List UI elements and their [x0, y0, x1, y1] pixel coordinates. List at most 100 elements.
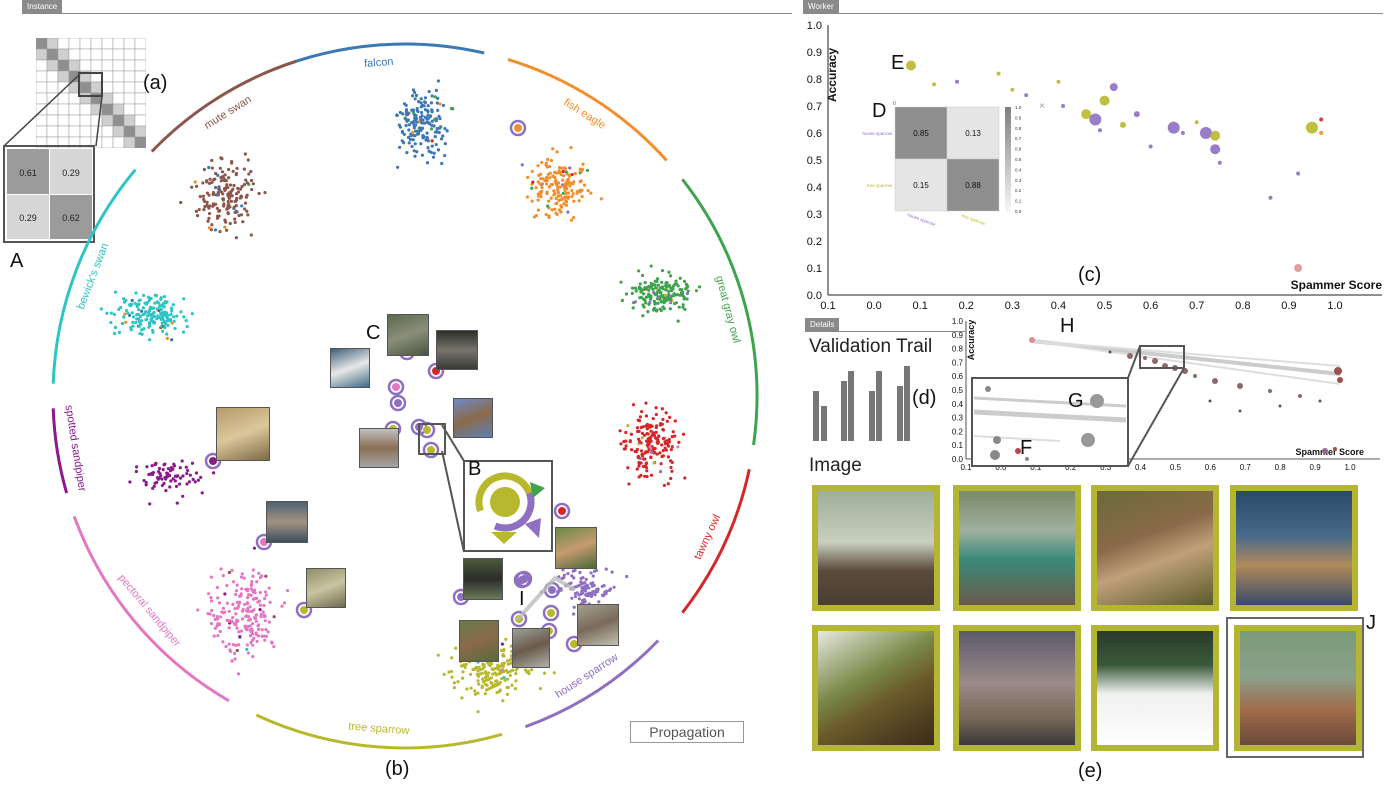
instance-point[interactable]	[591, 581, 595, 585]
instance-point[interactable]	[210, 608, 214, 613]
instance-point[interactable]	[169, 306, 174, 310]
instance-point[interactable]	[429, 127, 434, 131]
instance-point[interactable]	[624, 430, 628, 435]
instance-point[interactable]	[669, 301, 673, 305]
class-arc[interactable]	[150, 59, 297, 153]
instance-point[interactable]	[670, 460, 674, 464]
instance-point[interactable]	[185, 482, 189, 486]
instance-point[interactable]	[548, 176, 552, 180]
instance-point[interactable]	[207, 206, 211, 210]
instance-point[interactable]	[481, 667, 485, 671]
instance-point[interactable]	[117, 330, 122, 335]
instance-point[interactable]	[123, 312, 127, 316]
instance-point[interactable]	[678, 276, 682, 280]
instance-point[interactable]	[668, 274, 673, 278]
instance-point[interactable]	[219, 156, 223, 160]
instance-point[interactable]	[232, 622, 237, 626]
instance-point[interactable]	[216, 190, 220, 194]
instance-point[interactable]	[633, 449, 637, 454]
instance-point[interactable]	[148, 338, 152, 342]
instance-point[interactable]	[228, 183, 233, 187]
instance-point[interactable]	[243, 152, 248, 156]
instance-point[interactable]	[656, 295, 661, 300]
instance-point[interactable]	[491, 667, 495, 672]
instance-point[interactable]	[162, 481, 166, 486]
instance-point[interactable]	[256, 634, 261, 638]
instance-point[interactable]	[150, 316, 154, 320]
instance-point[interactable]	[182, 315, 186, 319]
instance-point[interactable]	[624, 444, 628, 448]
instance-point[interactable]	[419, 97, 423, 101]
instance-point[interactable]	[225, 601, 229, 605]
instance-point[interactable]	[426, 104, 430, 108]
inset-point[interactable]	[1090, 394, 1104, 408]
instance-point[interactable]	[646, 437, 650, 441]
instance-point[interactable]	[665, 419, 669, 423]
instance-point[interactable]	[659, 291, 663, 295]
instance-point[interactable]	[553, 207, 557, 211]
instance-point[interactable]	[435, 126, 439, 131]
instance-point[interactable]	[562, 196, 566, 200]
instance-point[interactable]	[536, 208, 540, 212]
instance-point[interactable]	[583, 600, 587, 604]
instance-point[interactable]	[508, 673, 512, 678]
instance-point[interactable]	[561, 568, 565, 572]
instance-point[interactable]	[441, 134, 445, 138]
instance-point[interactable]	[502, 648, 506, 653]
close-icon[interactable]: ×	[1039, 101, 1045, 112]
instance-point[interactable]	[258, 603, 263, 607]
instance-point[interactable]	[562, 576, 566, 580]
worker-point[interactable]	[1010, 87, 1015, 92]
instance-point[interactable]	[131, 324, 135, 328]
instance-point[interactable]	[240, 204, 244, 208]
instance-point[interactable]	[433, 95, 437, 99]
instance-point[interactable]	[652, 461, 656, 465]
instance-point[interactable]	[442, 672, 446, 676]
instance-point[interactable]	[221, 197, 225, 201]
instance-point[interactable]	[673, 419, 677, 423]
instance-point[interactable]	[126, 311, 130, 315]
instance-point[interactable]	[575, 189, 580, 194]
instance-point[interactable]	[641, 314, 645, 318]
instance-point[interactable]	[514, 679, 518, 683]
instance-point[interactable]	[580, 167, 585, 171]
instance-point[interactable]	[224, 220, 228, 224]
instance-point[interactable]	[225, 583, 229, 588]
instance-point[interactable]	[250, 629, 254, 633]
instance-point[interactable]	[505, 659, 510, 663]
instance-point[interactable]	[144, 318, 148, 322]
instance-point[interactable]	[139, 319, 144, 323]
instance-point[interactable]	[258, 575, 263, 580]
instance-point[interactable]	[227, 642, 231, 646]
instance-point[interactable]	[423, 115, 428, 119]
instance-point[interactable]	[215, 617, 220, 621]
validation-glyph[interactable]	[515, 570, 533, 588]
class-arc[interactable]	[51, 408, 69, 494]
instance-point[interactable]	[227, 609, 231, 614]
instance-point[interactable]	[152, 484, 156, 488]
instance-point[interactable]	[502, 675, 506, 680]
worker-point[interactable]	[1024, 93, 1029, 98]
instance-point[interactable]	[402, 132, 406, 137]
instance-point[interactable]	[412, 119, 416, 124]
instance-point[interactable]	[580, 588, 585, 592]
instance-point[interactable]	[672, 292, 676, 296]
instance-point[interactable]	[495, 690, 499, 695]
instance-point[interactable]	[664, 299, 668, 303]
instance-point[interactable]	[251, 182, 255, 186]
instance-point[interactable]	[213, 617, 217, 621]
instance-point[interactable]	[656, 289, 660, 294]
instance-point[interactable]	[681, 290, 685, 295]
worker-point[interactable]	[1180, 131, 1185, 135]
instance-point[interactable]	[495, 666, 499, 670]
image-thumb-4[interactable]	[1230, 485, 1358, 611]
instance-point[interactable]	[234, 589, 239, 593]
instance-point[interactable]	[145, 465, 149, 469]
instance-point[interactable]	[481, 662, 485, 666]
instance-point[interactable]	[163, 310, 167, 314]
instance-point[interactable]	[478, 668, 482, 672]
instance-point[interactable]	[658, 286, 663, 290]
instance-point[interactable]	[155, 480, 159, 485]
image-thumb-5[interactable]	[812, 625, 940, 751]
instance-point[interactable]	[566, 572, 570, 576]
